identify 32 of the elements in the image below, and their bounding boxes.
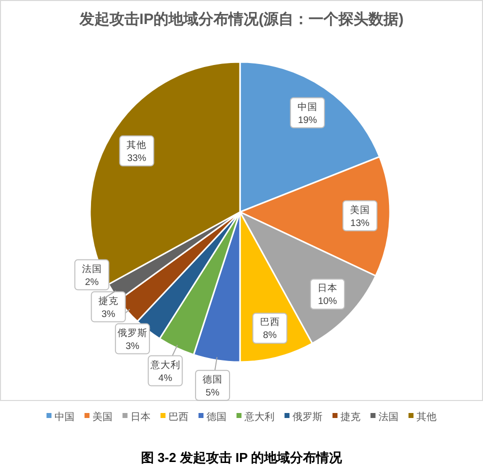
legend-label: 巴西 [168,412,188,423]
data-label: 33% [127,152,147,164]
slice-label: 俄罗斯 [117,326,148,339]
chart-title: 发起攻击IP的地域分布情况(源自：一个探头数据) [78,11,404,28]
caption: 图 3-2 发起攻击 IP 的地域分布情况 [140,450,344,465]
data-label: 2% [84,276,100,288]
data-label: 13% [350,218,370,229]
slice-label: 德国 [202,374,223,386]
slice-label: 中国 [297,100,318,113]
data-label: 4% [158,372,173,384]
legend-label: 其他 [416,411,436,423]
legend-label: 捷克 [340,411,360,423]
data-label: 8% [262,330,278,342]
slice-label: 巴西 [260,317,280,328]
legend-label: 日本 [130,411,150,423]
data-label: 10% [318,296,338,308]
legend-label: 俄罗斯 [292,411,322,423]
slice-label: 意大利 [149,358,180,371]
data-label: 19% [298,114,318,126]
slice-label: 日本 [317,282,338,294]
legend-label: 美国 [92,411,112,423]
slice-label: 法国 [82,262,102,275]
legend-label: 意大利 [244,411,274,423]
data-label: 5% [206,387,220,398]
slice-label: 美国 [350,204,370,216]
slice-label: 其他 [126,138,147,151]
legend-label: 德国 [206,412,226,423]
data-label: 3% [101,308,116,320]
legend-label: 中国 [54,411,74,423]
data-label: 3% [126,340,140,352]
slice-label: 捷克 [98,294,118,307]
legend-label: 法国 [378,411,398,423]
